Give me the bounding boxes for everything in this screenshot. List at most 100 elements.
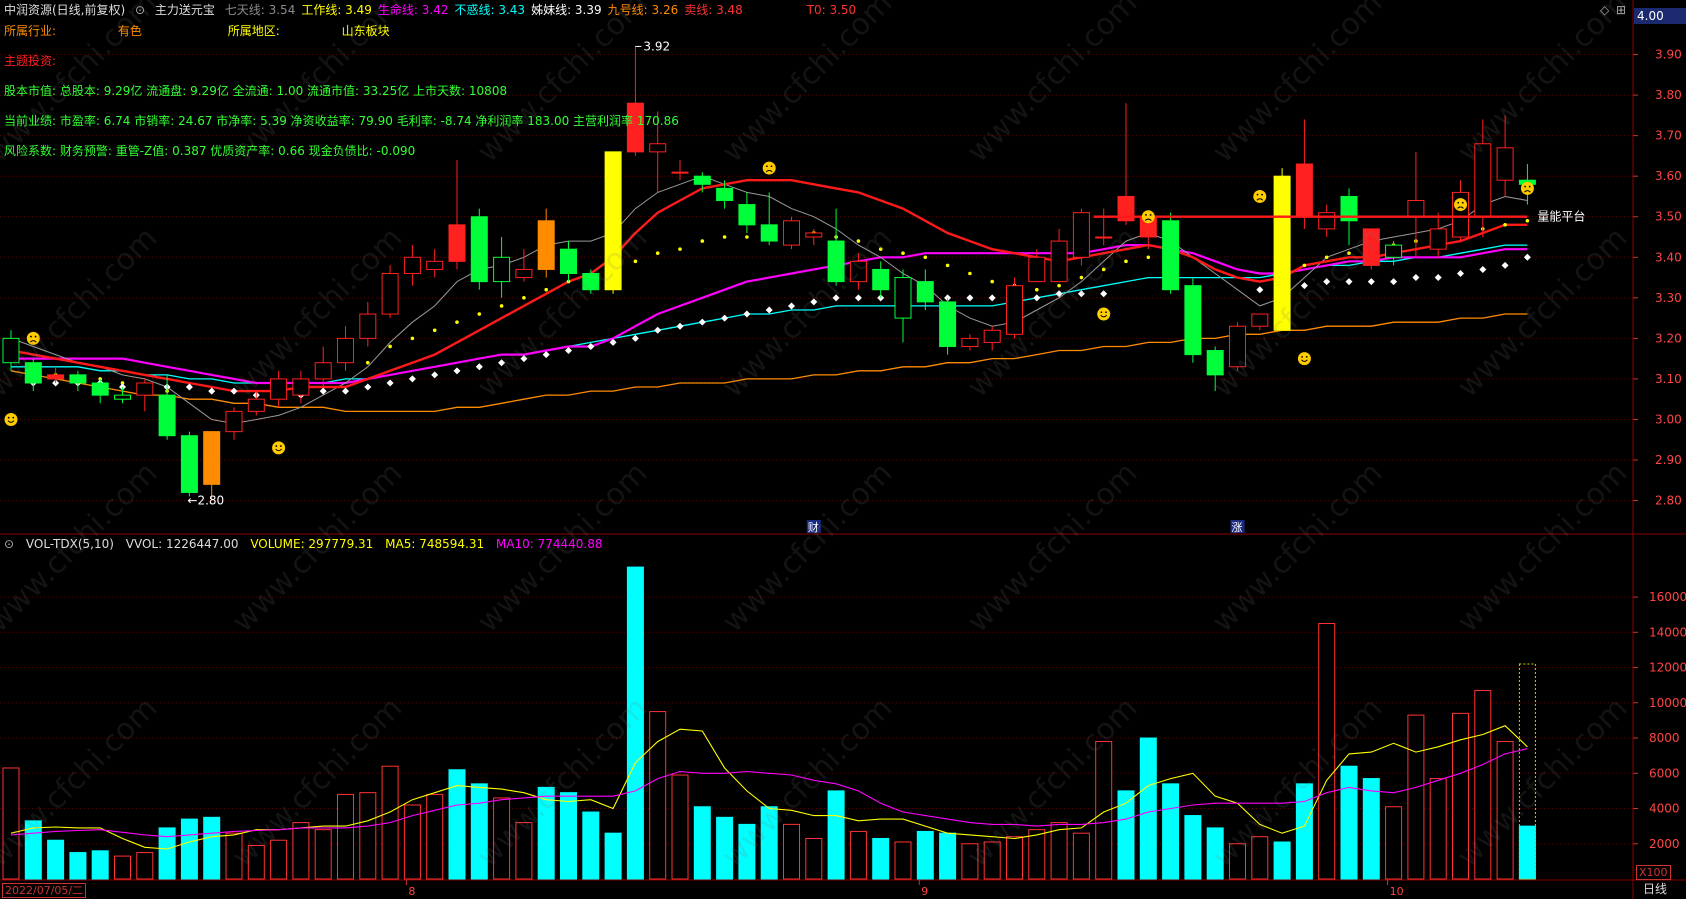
yellow-dot bbox=[990, 279, 994, 284]
smiley-eye bbox=[275, 445, 278, 447]
white-diamond-dot bbox=[721, 314, 729, 322]
volume-bar bbox=[537, 786, 555, 880]
volume-bar bbox=[1006, 836, 1023, 880]
volume-bar bbox=[1206, 827, 1224, 880]
yellow-dot bbox=[499, 304, 504, 308]
candle-body bbox=[203, 431, 221, 485]
volume-bar bbox=[203, 816, 221, 880]
volume-bar bbox=[939, 832, 957, 880]
volume-bar bbox=[760, 806, 778, 880]
yellow-dot bbox=[655, 251, 660, 256]
candle-body bbox=[515, 268, 533, 279]
yellow-dot bbox=[1101, 267, 1106, 272]
circle-down-icon[interactable]: ⊙ bbox=[135, 3, 146, 17]
ma-legend-item: 七天线: 3.54 bbox=[224, 3, 296, 17]
volume-tick-label: 10000 bbox=[1649, 696, 1686, 710]
high-price-label: 3.92 bbox=[643, 39, 670, 53]
candle-body bbox=[916, 281, 934, 303]
diamond-icon[interactable]: ◇ bbox=[1600, 3, 1610, 17]
white-diamond-dot bbox=[1256, 286, 1264, 294]
volume-bar bbox=[604, 832, 622, 880]
candle-body bbox=[225, 410, 243, 433]
yellow-dot bbox=[522, 296, 526, 300]
indicator-name[interactable]: 主力送元宝 bbox=[154, 3, 215, 17]
yellow-dot bbox=[1146, 255, 1151, 260]
yellow-dot bbox=[745, 235, 749, 239]
industry-value[interactable]: 有色 bbox=[117, 24, 142, 38]
volume-bar bbox=[1407, 714, 1425, 880]
volume-bar bbox=[1429, 778, 1447, 880]
yellow-dot bbox=[1347, 251, 1351, 256]
price-tick-label: 3.00 bbox=[1655, 412, 1682, 426]
ma-legend-item: 姊妹线: 3.39 bbox=[531, 3, 602, 17]
candle-body bbox=[381, 273, 399, 315]
candle-body bbox=[1206, 350, 1224, 376]
region-value[interactable]: 山东板块 bbox=[341, 24, 390, 38]
volume-bar bbox=[961, 843, 979, 880]
low-price-label: ←2.80 bbox=[187, 494, 224, 508]
smiley-face bbox=[1454, 198, 1467, 212]
candle-body bbox=[582, 273, 600, 291]
white-diamond-dot bbox=[966, 294, 974, 302]
volume-bar bbox=[649, 711, 667, 880]
smiley-eye bbox=[1105, 311, 1107, 314]
volume-bar bbox=[24, 820, 42, 880]
volume-bar bbox=[247, 845, 265, 880]
white-diamond-dot bbox=[1457, 270, 1464, 277]
volume-bar bbox=[849, 830, 867, 880]
candle-body bbox=[738, 204, 756, 226]
volume-bar bbox=[1273, 841, 1291, 880]
month-tick-label: 9 bbox=[921, 885, 928, 898]
candle-body bbox=[1295, 163, 1313, 218]
smiley-eye bbox=[34, 335, 37, 338]
expand-icon[interactable]: ⊞ bbox=[1616, 3, 1627, 17]
smiley-mouth bbox=[1524, 190, 1531, 193]
candle-body bbox=[537, 220, 555, 270]
period-label[interactable]: 日线 bbox=[1643, 882, 1668, 896]
volume-bar bbox=[2, 767, 20, 880]
finance-event-marker-box bbox=[806, 520, 821, 533]
volume-bar bbox=[582, 811, 600, 880]
volume-bar bbox=[337, 793, 354, 880]
volume-tick-label: 16000 bbox=[1649, 590, 1686, 604]
volume-bar bbox=[827, 790, 845, 880]
current-price-tag: 4.00 bbox=[1634, 8, 1686, 24]
yellow-dot bbox=[544, 287, 548, 292]
white-diamond-dot bbox=[676, 322, 684, 330]
white-diamond-dot bbox=[475, 363, 483, 371]
volume-bar bbox=[716, 816, 734, 880]
yellow-dot bbox=[1079, 275, 1084, 280]
white-diamond-dot bbox=[1055, 290, 1063, 298]
candle-body bbox=[24, 362, 42, 384]
volume-bar bbox=[916, 830, 934, 880]
smiley-face bbox=[1253, 189, 1267, 203]
circle-down-icon[interactable]: ⊙ bbox=[4, 537, 15, 551]
yellow-dot bbox=[388, 344, 392, 349]
white-diamond-dot bbox=[609, 338, 617, 346]
candle-body bbox=[783, 220, 800, 246]
volume-projection-bar bbox=[1518, 663, 1536, 880]
volume-ma10-line bbox=[10, 748, 1528, 838]
finance-event-marker: 财 bbox=[808, 520, 819, 534]
white-diamond-dot bbox=[342, 387, 349, 395]
smiley-face bbox=[26, 331, 40, 345]
smiley-eye bbox=[1524, 185, 1526, 188]
white-diamond-dot bbox=[408, 375, 416, 383]
white-diamond-dot bbox=[1100, 290, 1108, 298]
stock-title: 中润资源(日线,前复权) bbox=[4, 3, 126, 17]
smiley-mouth bbox=[765, 169, 773, 173]
candle-body bbox=[827, 240, 845, 283]
volume-indicator-name[interactable]: VOL-TDX(5,10) bbox=[25, 537, 114, 551]
smiley-eye bbox=[1305, 355, 1308, 358]
volume-bar bbox=[1072, 832, 1090, 880]
price-tick-label: 2.90 bbox=[1655, 453, 1682, 467]
candle-body bbox=[1429, 228, 1447, 250]
yellow-dot bbox=[1324, 255, 1329, 260]
candle-body bbox=[337, 337, 354, 364]
candle-body bbox=[158, 394, 176, 437]
smiley-sad-icon bbox=[1253, 189, 1267, 203]
yellow-dot bbox=[432, 328, 437, 333]
smiley-eye bbox=[1100, 311, 1103, 314]
